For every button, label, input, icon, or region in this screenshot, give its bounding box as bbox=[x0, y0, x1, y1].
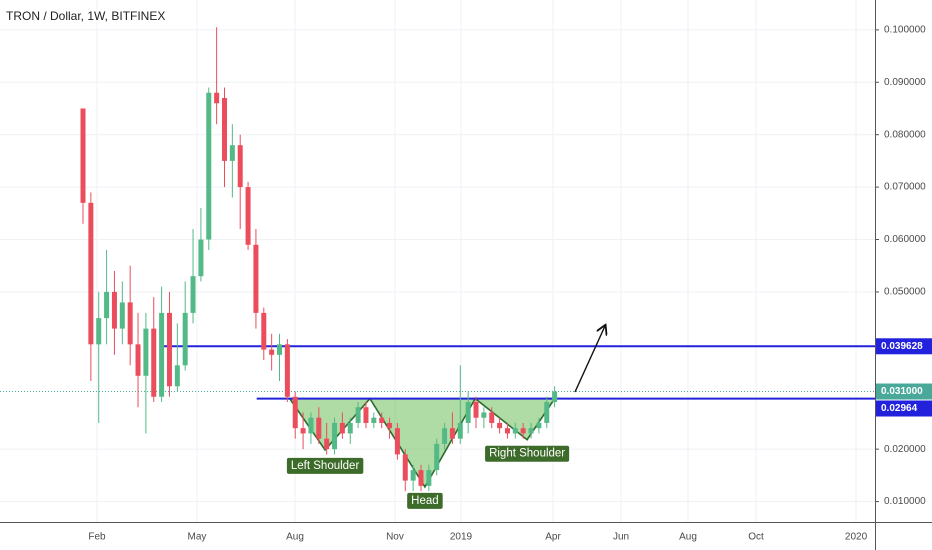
candle-body bbox=[237, 145, 243, 188]
y-tick-label: 0.050000 bbox=[884, 287, 926, 298]
candle-body bbox=[221, 98, 227, 161]
candle-body bbox=[229, 145, 235, 161]
candle-body bbox=[111, 291, 117, 329]
candle-body bbox=[339, 422, 345, 434]
candle-body bbox=[552, 391, 558, 402]
candle-body bbox=[426, 470, 432, 486]
candle-body bbox=[88, 202, 94, 345]
candle-body bbox=[528, 428, 534, 434]
x-tick-label: Apr bbox=[545, 532, 561, 543]
candle-body bbox=[292, 396, 298, 429]
candle-body bbox=[245, 187, 251, 245]
candle-body bbox=[324, 438, 330, 450]
candle-body bbox=[536, 422, 542, 429]
candle-body bbox=[371, 417, 377, 423]
y-tick-label: 0.010000 bbox=[884, 496, 926, 507]
candle-body bbox=[277, 344, 283, 355]
pattern-label-box bbox=[286, 457, 364, 474]
arrow bbox=[574, 326, 605, 393]
price-label-box bbox=[876, 383, 932, 400]
candle-body bbox=[174, 365, 180, 387]
candle-body bbox=[308, 417, 314, 434]
candle-body bbox=[512, 428, 518, 434]
pattern-label-box bbox=[407, 492, 443, 509]
candle-body bbox=[387, 422, 393, 429]
price-label: 0.02964 bbox=[881, 403, 918, 414]
candle-body bbox=[269, 349, 275, 355]
pattern-label: Head bbox=[407, 492, 443, 509]
price-label: 0.039628 bbox=[881, 341, 923, 352]
candle-body bbox=[135, 344, 141, 376]
candle-body bbox=[119, 302, 125, 329]
candle-body bbox=[544, 401, 550, 423]
candle-body bbox=[261, 312, 267, 350]
candle-body bbox=[449, 428, 455, 439]
candle-body bbox=[182, 312, 188, 366]
y-tick-label: 0.100000 bbox=[884, 25, 926, 36]
candle-body bbox=[497, 422, 503, 429]
y-tick-label: 0.070000 bbox=[884, 182, 926, 193]
x-tick-label: May bbox=[188, 532, 207, 543]
x-tick-label: Aug bbox=[679, 532, 697, 543]
candle-body bbox=[418, 470, 424, 486]
candle-body bbox=[473, 401, 479, 418]
chart-title: TRON / Dollar, 1W, BITFINEX bbox=[6, 9, 165, 23]
candle-body bbox=[166, 312, 172, 387]
candle-body bbox=[457, 422, 463, 439]
candle-body bbox=[363, 407, 369, 423]
candle-body bbox=[465, 401, 471, 423]
pattern-label-box bbox=[485, 445, 570, 462]
pattern-label-text: Right Shoulder bbox=[489, 448, 565, 460]
x-tick-label: 2020 bbox=[845, 532, 868, 543]
candle-body bbox=[332, 422, 338, 450]
candle-body bbox=[410, 470, 416, 481]
candle-body bbox=[442, 428, 448, 444]
candle-body bbox=[355, 407, 361, 423]
candle-body bbox=[394, 428, 400, 455]
pattern-label: Right Shoulder bbox=[485, 445, 570, 462]
candle-body bbox=[300, 428, 306, 434]
price-label-box bbox=[876, 400, 932, 417]
candle-body bbox=[151, 328, 157, 397]
pattern-label: Left Shoulder bbox=[286, 457, 364, 474]
candle-body bbox=[143, 328, 149, 376]
candle-body bbox=[198, 239, 204, 277]
candle-body bbox=[434, 443, 440, 471]
candle-body bbox=[504, 428, 510, 434]
price-label: 0.031000 bbox=[881, 386, 923, 397]
pattern-label-text: Head bbox=[411, 495, 439, 507]
candle-body bbox=[80, 108, 86, 203]
candle-body bbox=[379, 417, 385, 423]
candle-body bbox=[104, 291, 110, 319]
x-tick-label: Aug bbox=[286, 532, 304, 543]
x-tick-label: Oct bbox=[748, 532, 764, 543]
candle-body bbox=[206, 92, 212, 240]
pattern-label-text: Left Shoulder bbox=[291, 460, 360, 472]
x-tick-label: Feb bbox=[88, 532, 106, 543]
candle-body bbox=[96, 318, 102, 345]
x-tick-label: Nov bbox=[386, 532, 404, 543]
candle-body bbox=[159, 312, 165, 397]
candle-body bbox=[347, 422, 353, 434]
candle-body bbox=[214, 92, 220, 104]
y-tick-label: 0.020000 bbox=[884, 444, 926, 455]
candle-body bbox=[481, 412, 487, 418]
price-label-box bbox=[876, 338, 932, 355]
y-tick-label: 0.090000 bbox=[884, 77, 926, 88]
y-tick-label: 0.060000 bbox=[884, 234, 926, 245]
y-tick-label: 0.080000 bbox=[884, 129, 926, 140]
candle-body bbox=[127, 302, 133, 345]
candle-body bbox=[520, 428, 526, 434]
candle-body bbox=[402, 454, 408, 481]
x-tick-label: Jun bbox=[613, 532, 629, 543]
candle-body bbox=[316, 417, 322, 439]
candle-body bbox=[253, 244, 259, 313]
candle-body bbox=[190, 276, 196, 313]
candle-body bbox=[489, 412, 495, 423]
x-tick-label: 2019 bbox=[450, 532, 473, 543]
candle-body bbox=[284, 344, 290, 397]
